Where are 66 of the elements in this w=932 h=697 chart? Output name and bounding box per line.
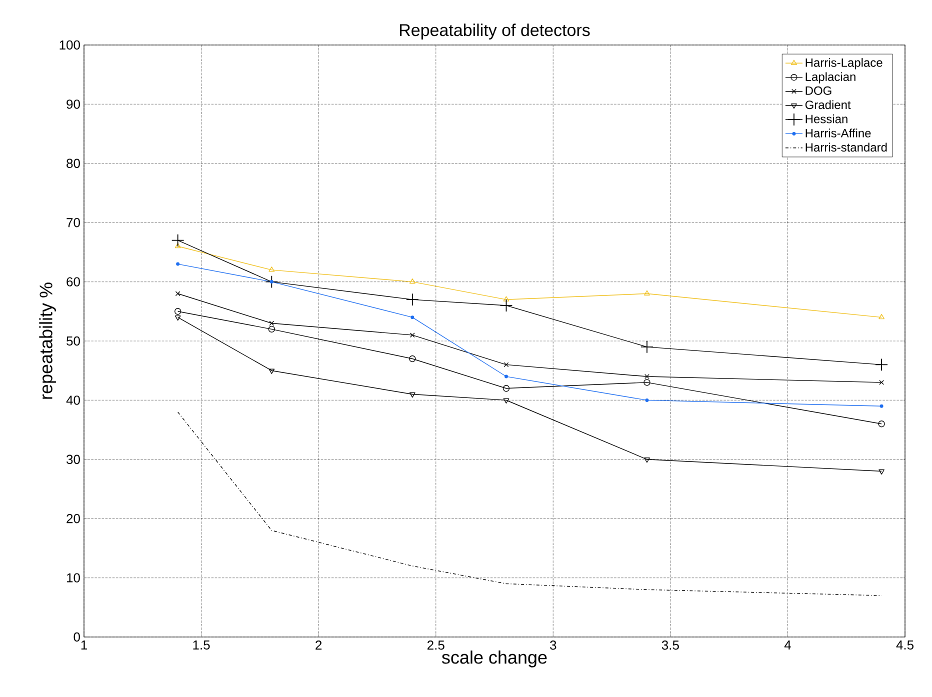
point (409, 392, 416, 398)
point (269, 320, 274, 326)
x-tick-label: 3 (550, 640, 556, 650)
x-tick-label: 3.5 (662, 640, 679, 650)
point (270, 280, 274, 284)
point (410, 316, 414, 320)
point (879, 380, 884, 385)
point (409, 278, 416, 284)
point (644, 458, 650, 463)
point (645, 398, 649, 402)
point (504, 374, 508, 378)
point (174, 308, 182, 315)
y-tick-label: 30 (66, 454, 80, 464)
point (640, 340, 654, 354)
y-tick-label: 80 (66, 158, 80, 168)
y-tick-label: 70 (66, 218, 80, 228)
point (174, 242, 181, 248)
point (644, 379, 650, 386)
y-tick-label: 0 (74, 632, 80, 642)
x-tick-label: 2 (316, 640, 322, 650)
y-tick-label: 40 (66, 396, 80, 405)
legend-label: Laplacian (806, 72, 856, 84)
legend-label: Gradient (805, 100, 851, 110)
point (268, 266, 275, 272)
point (406, 293, 419, 306)
point (171, 234, 184, 247)
point (503, 398, 510, 404)
y-tick-label: 90 (66, 100, 80, 109)
point (174, 315, 181, 321)
point (644, 374, 650, 379)
point (176, 262, 180, 266)
x-tick-label: 1 (81, 640, 87, 650)
chart-title: Repeatability of detectors (400, 24, 590, 40)
point (880, 404, 884, 408)
point (502, 385, 510, 392)
point (503, 296, 510, 302)
x-tick-label: 2.5 (427, 640, 444, 650)
y-tick-label: 50 (66, 336, 80, 346)
point (268, 368, 275, 374)
point (175, 291, 180, 296)
x-tick-label: 4 (784, 640, 791, 650)
point (878, 314, 884, 320)
point (265, 275, 278, 288)
y-tick-label: 20 (66, 514, 80, 524)
legend-label: Harris-Laplace (806, 58, 882, 70)
point (409, 355, 416, 362)
legend-label: DOG (806, 86, 832, 95)
x-tick-label: 1.5 (193, 640, 210, 650)
legend-label: Hessian (806, 114, 848, 124)
x-tick-label: 4.5 (896, 640, 914, 650)
point (268, 326, 275, 332)
x-axis-title: scale change (442, 650, 547, 668)
point (878, 420, 885, 428)
y-axis-title: repeatability % (39, 282, 56, 399)
point (500, 299, 513, 312)
point (644, 290, 650, 296)
legend-label: Harris-standard (806, 142, 887, 152)
line-series (177, 412, 882, 596)
point (875, 358, 888, 372)
point (410, 332, 415, 338)
point (504, 362, 509, 368)
y-tick-label: 100 (60, 40, 80, 50)
y-tick-label: 10 (67, 573, 80, 582)
legend-label: Harris-Affine (806, 128, 871, 138)
point (878, 469, 884, 475)
y-tick-label: 60 (66, 277, 80, 286)
